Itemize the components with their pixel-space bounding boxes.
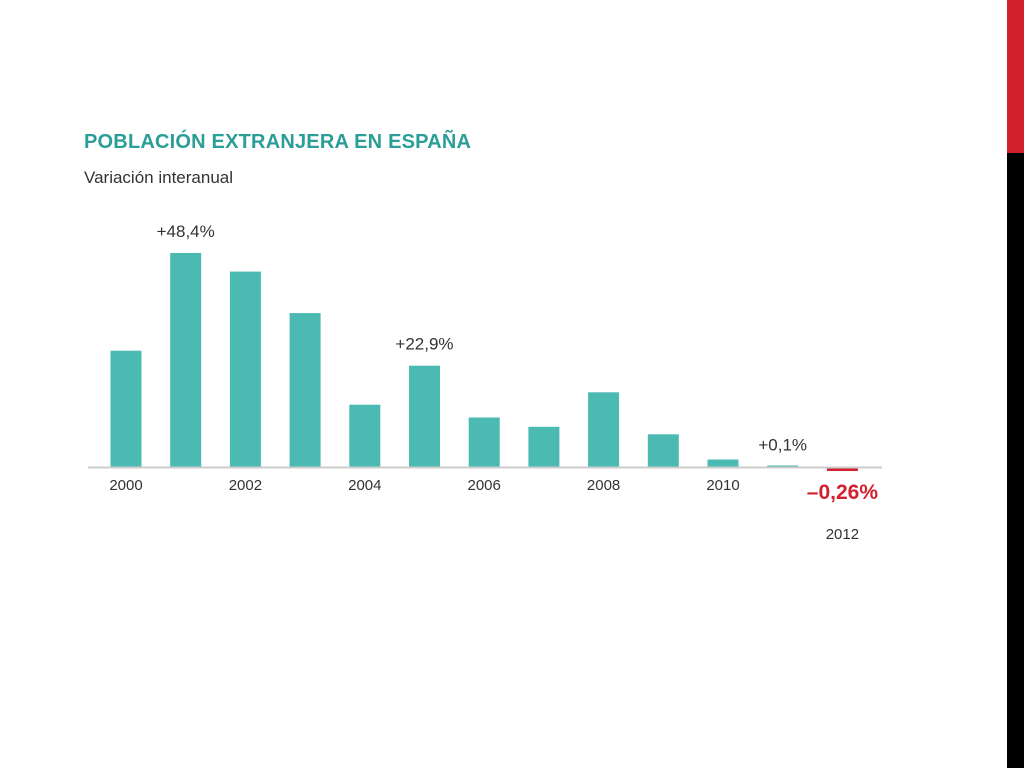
bar-2009 — [647, 434, 679, 467]
data-label-2005: +22,9% — [395, 335, 453, 354]
side-accent-bar-black — [1007, 153, 1024, 768]
bar-2006 — [468, 417, 500, 467]
x-tick-label-2004: 2004 — [348, 477, 381, 494]
bar-2001 — [170, 253, 202, 467]
data-label-2011: +0,1% — [758, 436, 807, 455]
bar-2008 — [588, 392, 620, 467]
bar-2005 — [409, 365, 440, 467]
x-tick-label-2010: 2010 — [706, 477, 739, 494]
x-tick-label-2012: 2012 — [826, 526, 859, 543]
bar-2010 — [707, 459, 739, 467]
x-tick-label-2006: 2006 — [468, 477, 501, 494]
bar-2012 — [826, 468, 858, 471]
x-tick-label-2002: 2002 — [229, 477, 262, 494]
bar-2007 — [528, 426, 560, 467]
chart-title: POBLACIÓN EXTRANJERA EN ESPAÑA — [84, 131, 472, 153]
bar-2004 — [349, 404, 381, 467]
data-label-2012: –0,26% — [807, 481, 879, 504]
bar-2003 — [289, 313, 321, 467]
x-tick-label-2000: 2000 — [109, 477, 142, 494]
bar-2000 — [110, 350, 142, 467]
bar-2002 — [229, 271, 261, 467]
chart-subtitle: Variación interanual — [84, 168, 233, 187]
data-label-2001: +48,4% — [157, 222, 215, 241]
bar-2011 — [767, 465, 799, 467]
x-tick-label-2008: 2008 — [587, 477, 620, 494]
bar-chart: 2000 2002 2004 2006 2008 2010 2012 +48,4% +22,9%… — [88, 222, 882, 543]
side-accent-bar-red — [1007, 0, 1024, 153]
